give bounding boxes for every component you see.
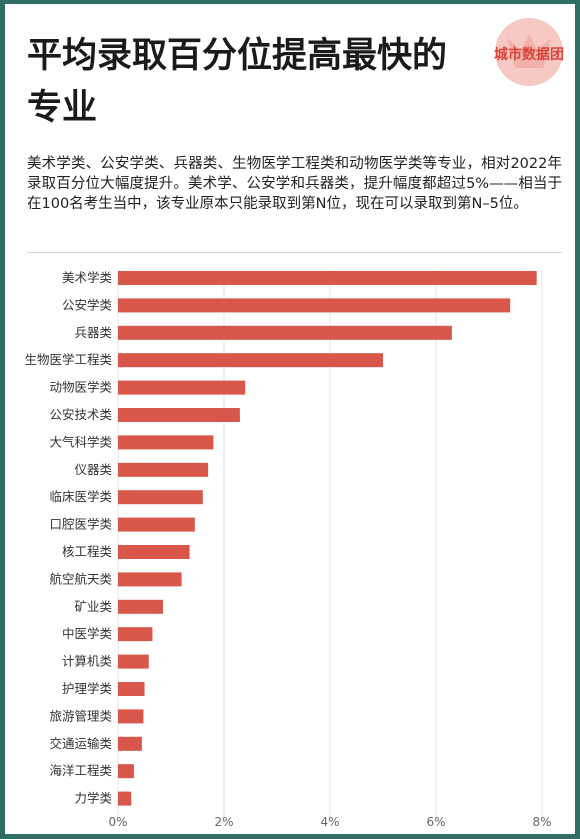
category-label: 动物医学类 [49,380,112,395]
category-label: 力学类 [74,791,112,806]
logo-mark-icon [495,18,563,86]
logo-text: 城市数据团 [494,47,564,63]
x-tick-label: 8% [532,815,551,829]
bar [118,298,511,313]
bar [118,435,214,450]
bar [118,736,142,751]
card: 平均录取百分位提高最快的专业 城市数据团 美术学类、公安学类、兵器类、生物医学工… [5,4,575,834]
page-title: 平均录取百分位提高最快的专业 [27,36,448,128]
category-label: 大气科学类 [49,434,112,449]
category-label: 口腔医学类 [49,517,112,532]
logo: 城市数据团 [489,12,569,92]
description: 美术学类、公安学类、兵器类、生物医学工程类和动物医学类等专业，相对2022年录取… [27,156,562,212]
category-label: 海洋工程类 [49,763,112,778]
category-label: 临床医学类 [49,489,112,504]
category-label: 核工程类 [62,544,113,559]
bar [118,627,153,642]
bar [118,682,145,696]
bar [118,380,246,395]
x-tick-label: 4% [320,815,339,829]
category-label: 计算机类 [62,654,113,669]
category-label: 交通运输类 [49,736,112,751]
category-label: 公安技术类 [49,407,112,422]
category-label: 生物医学工程类 [24,352,112,367]
bar [118,599,164,614]
category-label: 美术学类 [62,270,113,285]
bar [118,764,134,779]
divider [27,252,562,253]
bar [118,325,452,340]
category-label: 公安学类 [62,297,113,312]
x-tick-label: 0% [108,815,127,829]
category-label: 中医学类 [62,626,113,641]
category-label: 仪器类 [74,462,112,477]
bar-chart: 0% 2% 4% 6% 8% 美术学类公安学类兵器类生物医学工程类动物医学类公安技术类大气… [24,270,552,829]
x-tick-label: 6% [426,815,445,829]
category-label: 矿业类 [74,599,112,614]
category-label: 旅游管理类 [49,708,112,723]
bar [118,572,182,587]
bar [118,408,240,422]
bar [118,462,209,477]
x-tick-label: 2% [214,815,233,829]
bar [118,490,203,505]
bar [118,545,190,559]
category-label: 航空航天类 [49,571,112,586]
bar [118,353,383,368]
bar [118,654,149,669]
bar [118,517,195,532]
bar [118,709,144,724]
bar [118,271,537,285]
bar [118,791,132,806]
category-label: 兵器类 [74,325,112,340]
category-label: 护理学类 [62,681,113,696]
